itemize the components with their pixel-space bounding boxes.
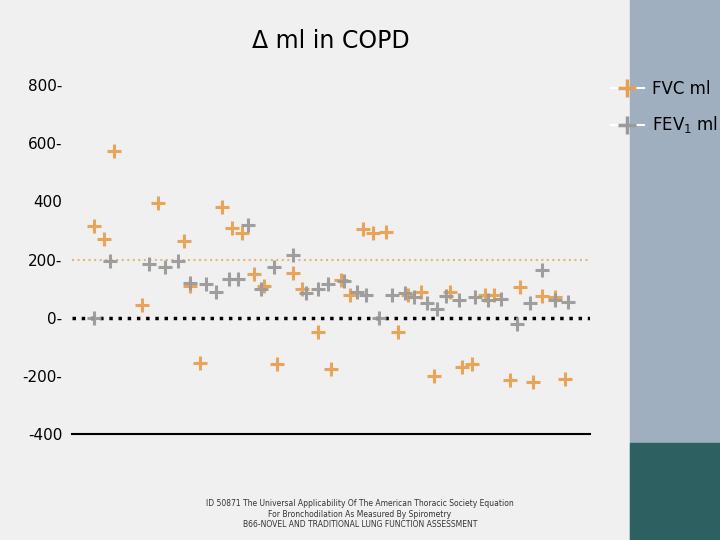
- Point: [137, 300, 148, 309]
- Point: [527, 377, 539, 386]
- Point: [248, 270, 260, 279]
- Point: [456, 363, 468, 372]
- Point: [201, 280, 212, 289]
- Point: [217, 203, 228, 212]
- Point: [184, 281, 196, 290]
- Point: [89, 313, 100, 322]
- Point: [300, 289, 311, 298]
- Point: [89, 222, 100, 231]
- Point: [399, 289, 410, 298]
- Point: [210, 287, 222, 296]
- Point: [511, 319, 523, 328]
- Point: [312, 285, 324, 293]
- Point: [312, 328, 324, 336]
- Point: [469, 293, 481, 302]
- Y-axis label: Δ ml: Δ ml: [0, 246, 1, 261]
- Point: [287, 251, 299, 260]
- Point: [242, 220, 253, 229]
- Point: [179, 237, 190, 245]
- Point: [489, 290, 500, 299]
- Legend: FVC ml, FEV$_1$ ml: FVC ml, FEV$_1$ ml: [604, 73, 720, 142]
- Point: [386, 290, 397, 299]
- Point: [421, 299, 433, 308]
- Point: [172, 256, 184, 265]
- Point: [495, 294, 507, 303]
- Point: [380, 228, 392, 237]
- Point: [255, 285, 266, 293]
- Point: [428, 372, 439, 380]
- Point: [536, 292, 548, 300]
- Point: [233, 274, 244, 283]
- Point: [402, 290, 414, 299]
- Point: [562, 298, 574, 306]
- Point: [184, 279, 196, 287]
- Point: [415, 287, 426, 296]
- Point: [559, 375, 570, 383]
- Point: [441, 292, 452, 300]
- Point: [268, 262, 279, 271]
- Point: [287, 268, 299, 277]
- Point: [549, 296, 561, 305]
- Point: [159, 262, 171, 271]
- Point: [549, 293, 561, 302]
- Point: [236, 229, 248, 238]
- Point: [194, 359, 206, 367]
- Point: [514, 283, 526, 292]
- Point: [361, 290, 372, 299]
- Point: [153, 199, 164, 207]
- Point: [357, 225, 369, 233]
- Point: [271, 360, 282, 369]
- Point: [467, 360, 478, 369]
- Point: [335, 275, 346, 284]
- Point: [323, 280, 334, 289]
- Point: [409, 293, 420, 302]
- Point: [143, 260, 155, 268]
- Point: [524, 299, 536, 308]
- Point: [338, 277, 350, 286]
- Point: [454, 296, 465, 305]
- Point: [374, 313, 385, 322]
- Point: [104, 256, 116, 265]
- Point: [482, 296, 494, 305]
- Point: [325, 364, 337, 373]
- Point: [505, 376, 516, 384]
- Point: [431, 305, 443, 313]
- Point: [258, 281, 270, 290]
- Point: [367, 229, 379, 238]
- Point: [297, 285, 308, 293]
- Point: [223, 274, 235, 283]
- Point: [108, 146, 120, 155]
- Point: [98, 235, 109, 244]
- Point: [392, 328, 404, 336]
- Point: [479, 290, 490, 299]
- Point: [444, 287, 455, 296]
- Point: [351, 287, 363, 296]
- Title: Δ ml in COPD: Δ ml in COPD: [253, 29, 410, 53]
- Point: [226, 224, 238, 232]
- Point: [536, 266, 548, 274]
- Text: ID 50871 The Universal Applicability Of The American Thoracic Society Equation
F: ID 50871 The Universal Applicability Of …: [206, 500, 514, 529]
- Point: [345, 290, 356, 299]
